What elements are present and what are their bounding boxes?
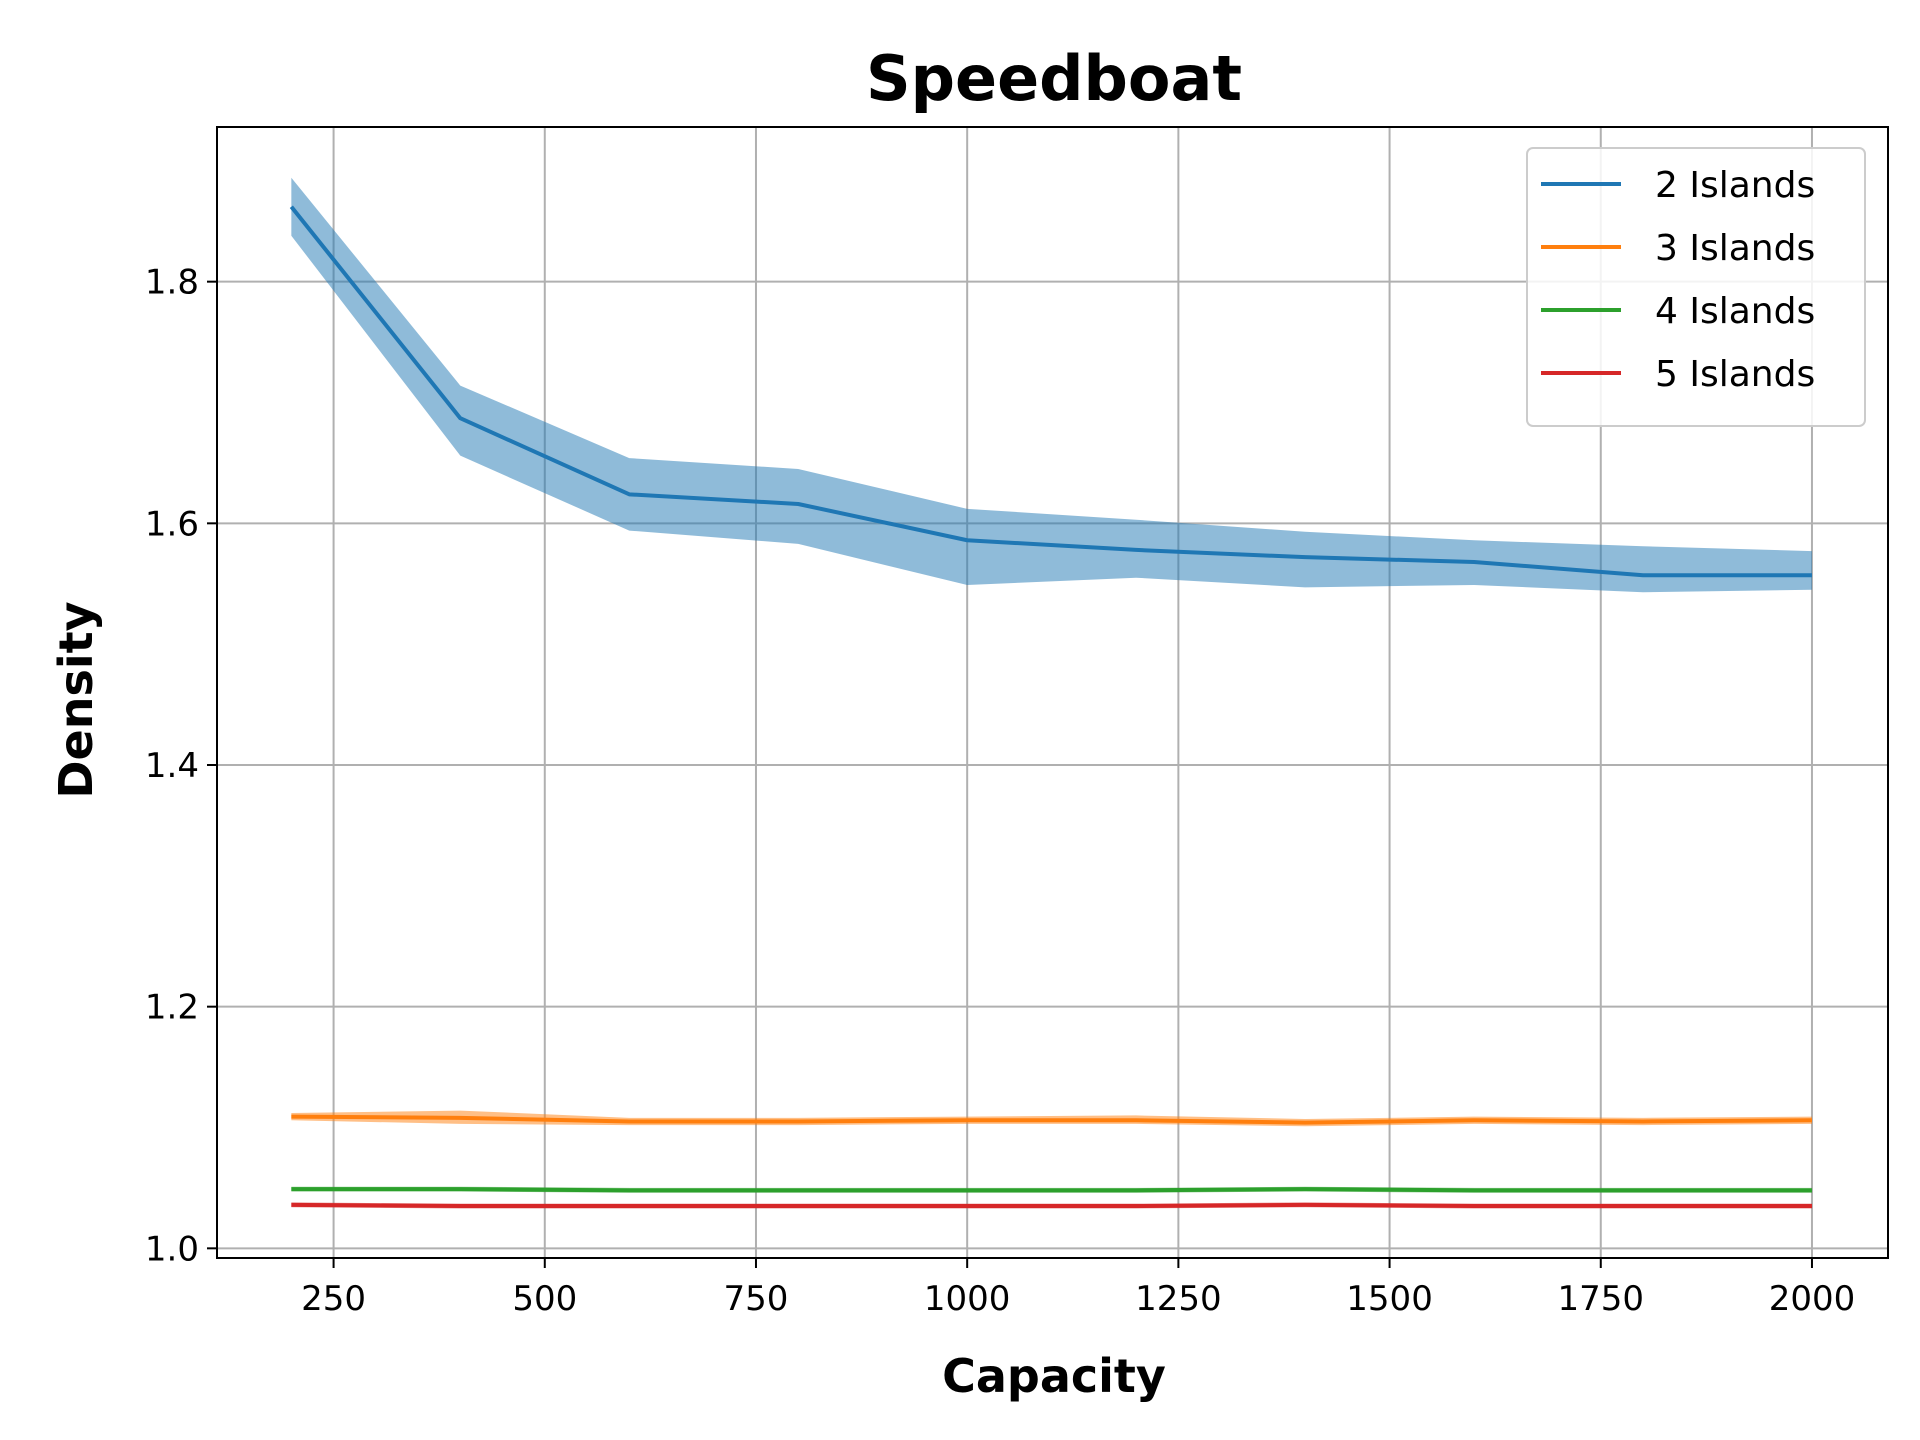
y-tick-label: 1.4: [145, 746, 199, 786]
x-tick-label: 1500: [1346, 1279, 1433, 1319]
series-lines: [289, 205, 1812, 1209]
legend-label-4-islands: 4 Islands: [1655, 291, 1815, 332]
y-axis-ticks: 1.0 1.2 1.4 1.6 1.8: [145, 263, 217, 1269]
x-tick-label: 1250: [1135, 1279, 1222, 1319]
x-tick-label: 1000: [924, 1279, 1011, 1319]
legend-entries: 2 Islands 3 Islands 4 Islands 5 Islands: [1541, 165, 1815, 395]
y-tick-label: 1.8: [145, 263, 199, 303]
legend-label-3-islands: 3 Islands: [1655, 228, 1815, 269]
x-tick-label: 750: [724, 1279, 789, 1319]
y-tick-label: 1.0: [145, 1229, 199, 1269]
legend-label-5-islands: 5 Islands: [1655, 354, 1815, 395]
legend-label-2-islands: 2 Islands: [1655, 165, 1815, 206]
legend-box: [1526, 147, 1866, 427]
x-axis-label: Capacity: [942, 1349, 1166, 1403]
chart-title: Speedboat: [866, 42, 1242, 115]
series-line-4-islands: [291, 1187, 1812, 1193]
series-line-5-islands: [291, 1202, 1812, 1209]
x-tick-label: 2000: [1769, 1279, 1856, 1319]
x-tick-label: 250: [301, 1279, 366, 1319]
band-2-islands: [291, 177, 1812, 593]
legend: 2 Islands 3 Islands 4 Islands 5 Islands: [1526, 147, 1866, 427]
plot-frame: [216, 126, 1889, 1259]
x-tick-label: 1750: [1558, 1279, 1645, 1319]
x-tick-label: 500: [512, 1279, 577, 1319]
x-axis-ticks: 250 500 750 1000 1250 1500 1750 2000: [301, 1258, 1855, 1319]
y-tick-label: 1.2: [145, 988, 199, 1028]
y-axis-label: Density: [49, 601, 103, 798]
y-tick-label: 1.6: [145, 504, 199, 544]
series-line-3-islands: [291, 1114, 1812, 1125]
series-line-2-islands: [289, 205, 1812, 578]
